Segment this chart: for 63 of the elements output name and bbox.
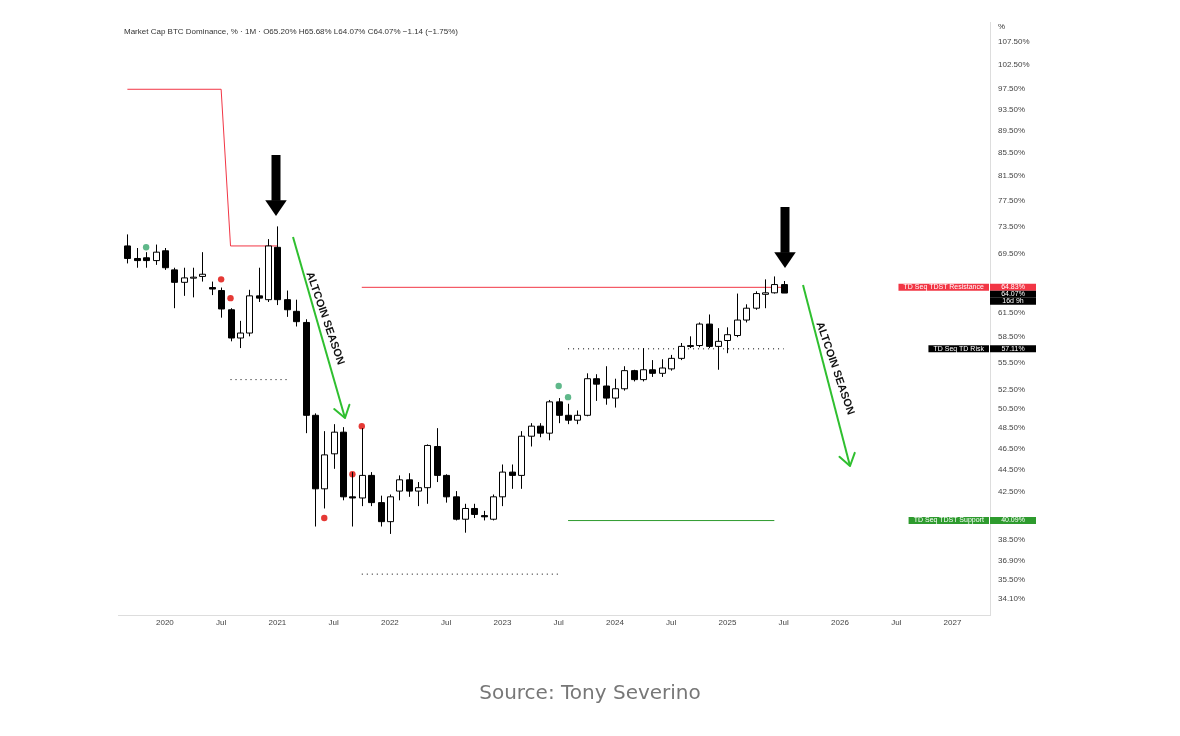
candlestick [396,474,403,501]
y-tick-label: 85.50% [998,148,1026,158]
point [555,382,562,390]
x-tick-label: 2026 [831,618,850,627]
candlestick [462,503,469,534]
candlestick [753,290,760,311]
y-tick-label: 102.50% [998,60,1030,70]
candlestick [256,267,263,303]
source-note: Source: Tony Severino [478,680,702,704]
point [358,422,365,430]
x-tick-label: Jul [553,618,565,627]
y-tick-label: 58.50% [998,332,1026,342]
x-tick-label: Jul [666,618,677,627]
candlestick [415,481,422,507]
candlestick [612,378,619,409]
x-tick-label: 2023 [493,618,512,627]
x-tick-label: 2022 [381,618,400,627]
y-tick-label: 97.50% [998,84,1026,94]
candlestick [171,267,178,309]
point [217,276,225,283]
y-tick-label: 44.50% [998,465,1026,475]
y-tick-label: 48.50% [998,423,1026,433]
x-tick-label: Jul [328,618,339,627]
x-tick-label: 2020 [155,618,175,627]
x-tick-label: Jul [441,618,452,627]
candlestick [762,278,769,309]
y-tick-label: 35.50% [998,574,1026,584]
candlestick [181,267,188,297]
candlestick [406,472,413,498]
x-tick-label: Jul [891,618,902,627]
candlestick [556,397,563,424]
y-tick-label: 46.50% [998,443,1026,453]
y-axis-title: % [998,22,1006,32]
candlestick [453,490,460,521]
x-tick-label: Jul [778,618,790,627]
x-tick-label: 2024 [606,618,625,627]
x-tick-label: Jul [216,618,227,627]
text: Market Cap BTC Dominance, % · 1M · O65.20% H65.68% L64.07% C64.07% −1.14 (−1.75%) [124,27,459,37]
candlestick [490,494,497,521]
y-tick-label: 69.50% [998,248,1026,258]
point [142,244,150,251]
y-tick-label: 38.50% [998,535,1026,545]
candlestick [593,373,600,402]
y-tick-label: 50.50% [998,403,1026,413]
y-tick-label: 93.50% [998,104,1026,114]
x-tick-label: 2025 [718,618,737,627]
y-tick-label: 89.50% [998,126,1026,136]
y-tick-label: 81.50% [998,171,1026,181]
x-tick-label: 2021 [268,618,287,627]
point [227,294,234,302]
y-tick-label: 36.90% [998,556,1026,565]
y-tick-label: 77.50% [998,195,1026,205]
y-tick-label: 73.50% [998,221,1026,231]
y-tick-label: 42.50% [998,487,1026,497]
candlestick [124,233,131,264]
y-tick-label: 55.50% [998,357,1026,367]
y-tick-label: 52.50% [998,384,1026,394]
y-tick-label: 107.50% [998,37,1030,47]
point [321,514,328,522]
y-tick-label: 34.10% [998,594,1026,604]
x-tick-label: 2027 [943,618,962,627]
y-tick-label: 61.50% [998,308,1026,318]
point [564,393,572,401]
